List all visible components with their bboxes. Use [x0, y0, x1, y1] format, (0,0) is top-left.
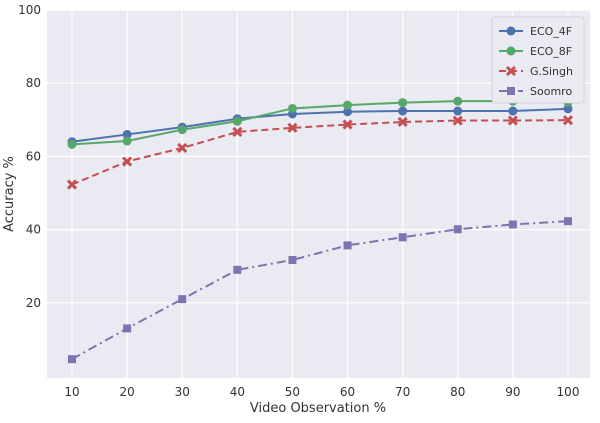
legend-label: ECO_4F [530, 25, 572, 38]
tick-labels: 10 20 30 40 50 60 70 80 90 100 20 40 60 80 100 [18, 3, 579, 399]
data-point [122, 129, 132, 139]
data-point [232, 126, 243, 137]
legend-marker [506, 26, 516, 36]
data-point [343, 100, 353, 110]
legend: ECO_4F ECO_8F G.Singh Soomro [491, 16, 585, 104]
data-point [398, 233, 407, 242]
series-group [66, 96, 574, 364]
data-point [122, 136, 132, 146]
data-point [452, 115, 463, 126]
legend-box [491, 16, 585, 104]
data-point [343, 107, 353, 117]
data-point [508, 220, 517, 229]
legend-marker [506, 46, 516, 56]
legend-marker [507, 87, 515, 95]
y-tick-label: 20 [26, 296, 41, 310]
data-point [233, 265, 242, 274]
data-point [397, 116, 408, 128]
data-point [122, 156, 133, 167]
legend-label: Soomro [530, 85, 572, 98]
x-tick-label: 60 [340, 385, 355, 399]
data-point [398, 98, 408, 108]
x-tick-label: 70 [395, 385, 410, 399]
series-g-singh [66, 115, 574, 190]
data-point [178, 295, 187, 304]
series-soomro [68, 217, 572, 364]
data-point [177, 142, 188, 154]
data-point [564, 217, 572, 226]
data-point [343, 241, 352, 250]
data-point [67, 139, 77, 149]
data-point [342, 119, 353, 130]
data-point [68, 355, 76, 364]
y-tick-label: 40 [26, 223, 41, 237]
series-line [71, 107, 569, 143]
y-tick-label: 80 [26, 76, 41, 90]
data-point [508, 106, 518, 116]
x-tick-label: 100 [557, 385, 580, 399]
x-tick-label: 90 [505, 385, 520, 399]
data-point [123, 324, 132, 333]
x-tick-label: 80 [450, 385, 465, 399]
data-point [507, 115, 518, 126]
series-line [71, 220, 569, 361]
legend-label: G.Singh [530, 65, 573, 78]
data-point [398, 106, 408, 116]
y-tick-label: 60 [26, 149, 41, 163]
data-point [66, 179, 78, 190]
data-point [287, 122, 298, 133]
data-point [287, 103, 297, 113]
series-line [71, 100, 569, 146]
x-tick-label: 50 [285, 385, 300, 399]
data-point [288, 255, 297, 264]
legend-label: ECO_8F [530, 45, 572, 58]
data-point [232, 116, 242, 126]
data-point [453, 106, 463, 116]
x-tick-label: 30 [175, 385, 190, 399]
data-point [177, 125, 187, 135]
legend-marker [505, 65, 517, 77]
series-line [71, 119, 569, 186]
y-tick-label: 100 [18, 3, 41, 17]
x-tick-label: 40 [230, 385, 245, 399]
data-point [453, 96, 463, 106]
data-point [562, 115, 574, 126]
x-tick-label: 20 [119, 385, 134, 399]
x-tick-label: 10 [64, 385, 79, 399]
data-point [453, 225, 462, 234]
y-axis-label: Accuracy % [2, 156, 17, 232]
x-axis-label: Video Observation % [250, 401, 386, 416]
data-point [563, 104, 573, 114]
